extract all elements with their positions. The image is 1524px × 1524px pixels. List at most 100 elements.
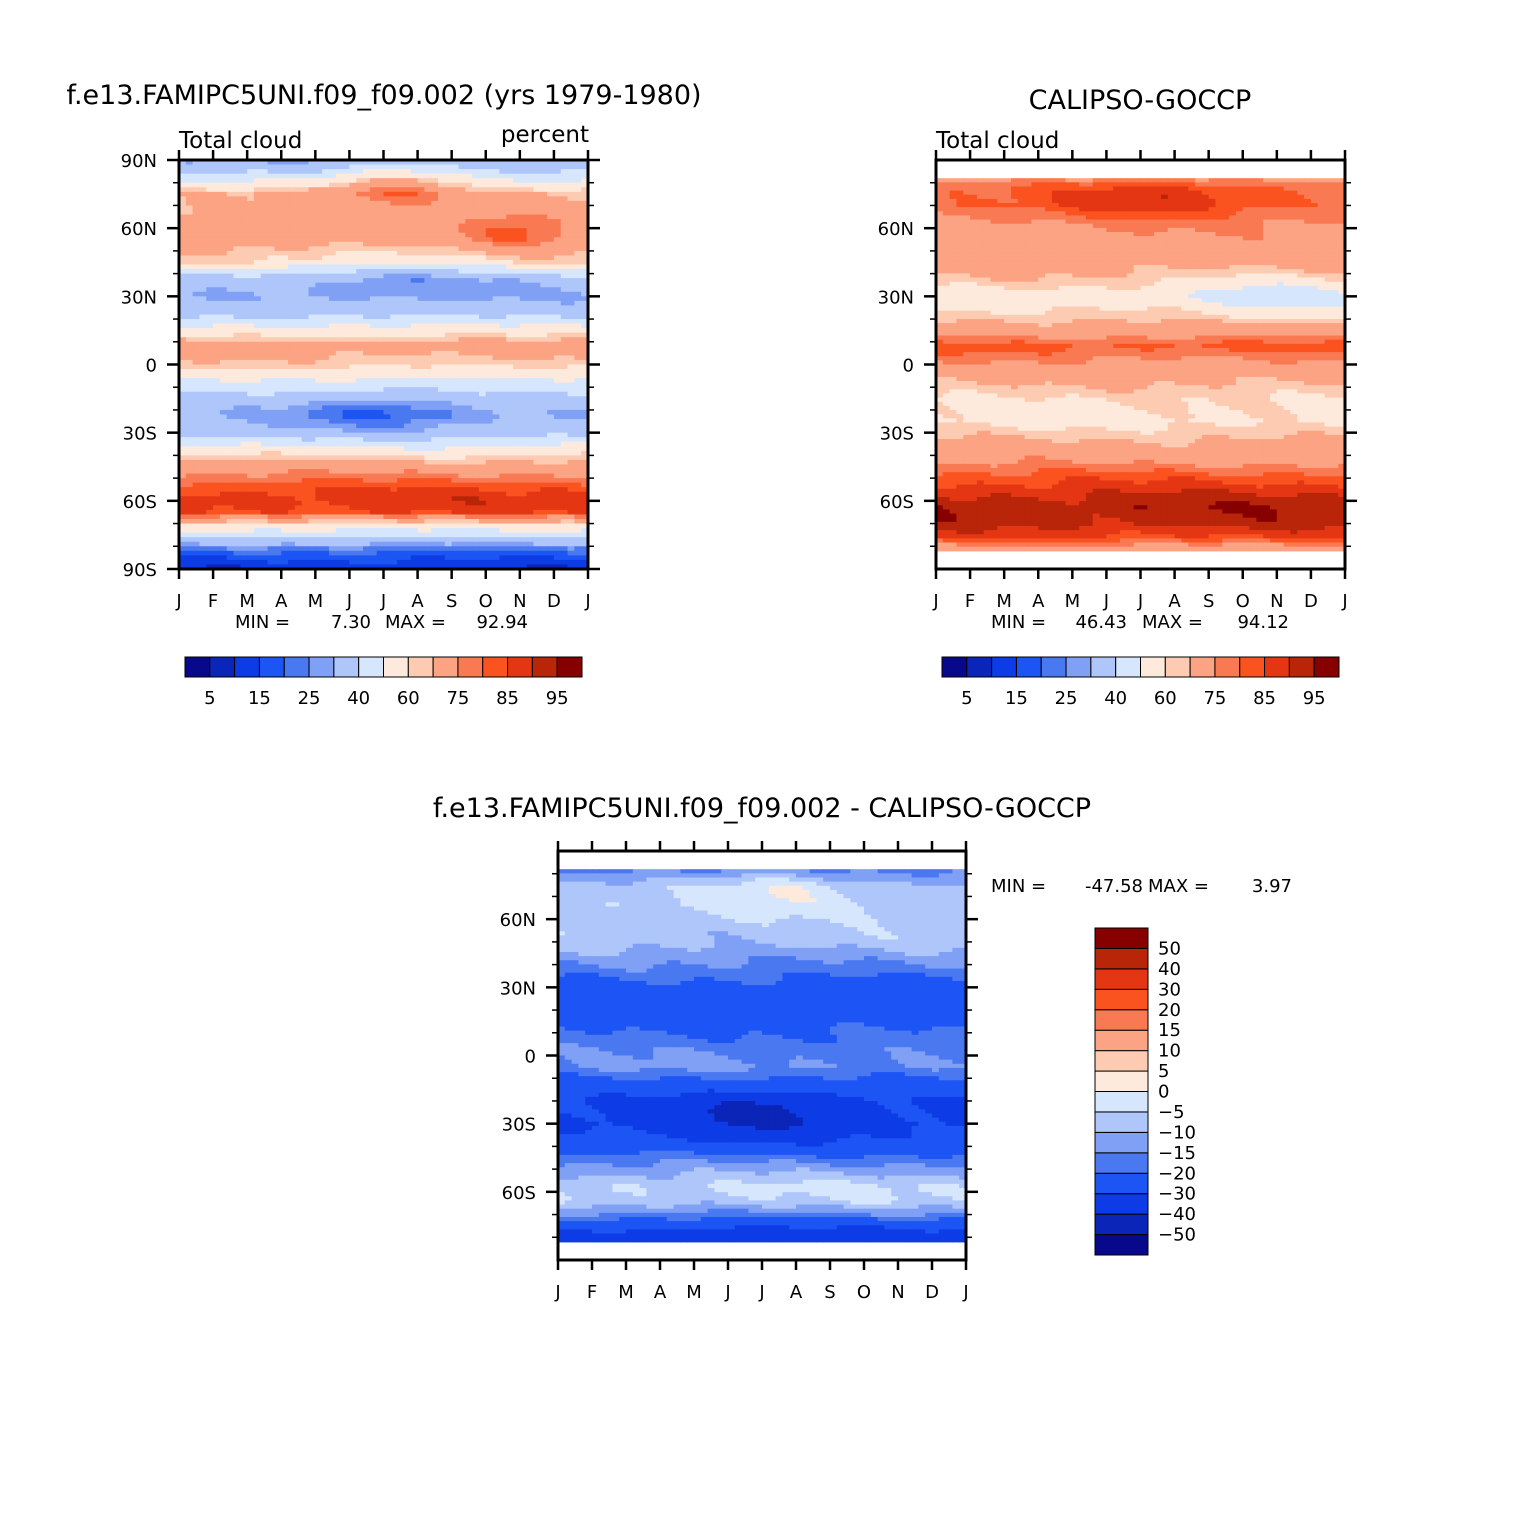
heatmap-cell [485, 319, 494, 325]
heatmap-cell [349, 164, 357, 170]
heatmap-cell [438, 400, 446, 406]
heatmap-cell [240, 387, 248, 393]
heatmap-cell [390, 496, 398, 502]
heatmap-cell [499, 355, 507, 361]
heatmap-cell [288, 459, 296, 466]
heatmap-cell [444, 373, 453, 379]
heatmap-cell [308, 428, 316, 434]
heatmap-cell [485, 346, 494, 352]
heatmap-cell [199, 487, 207, 493]
heatmap-cell [219, 241, 228, 247]
heatmap-cell [533, 300, 541, 307]
heatmap-cell [519, 373, 528, 379]
heatmap-cell [219, 228, 228, 234]
heatmap-cell [294, 291, 303, 297]
heatmap-cell [185, 341, 194, 347]
heatmap-cell [540, 478, 548, 484]
heatmap-cell [267, 355, 276, 361]
heatmap-cell [192, 400, 201, 406]
heatmap-cell [260, 505, 269, 511]
heatmap-cell [526, 305, 535, 311]
heatmap-cell [553, 482, 562, 488]
heatmap-cell [342, 400, 351, 406]
heatmap-cell [226, 300, 235, 307]
heatmap-cell [438, 341, 446, 347]
heatmap-cell [233, 532, 241, 538]
heatmap-cell [199, 278, 207, 284]
heatmap-cell [478, 400, 487, 406]
heatmap-cell [213, 246, 221, 252]
heatmap-cell [376, 323, 385, 329]
heatmap-cell [363, 423, 371, 429]
heatmap-cell [526, 255, 535, 261]
heatmap-cell [553, 450, 562, 456]
heatmap-cell [253, 309, 262, 316]
heatmap-cell [438, 287, 446, 293]
heatmap-cell [540, 332, 548, 338]
heatmap-cell [356, 328, 364, 334]
heatmap-cell [363, 414, 371, 420]
heatmap-cell [233, 350, 241, 357]
heatmap-cell [485, 182, 494, 188]
heatmap-cell [199, 291, 207, 297]
heatmap-cell [253, 396, 262, 402]
heatmap-cell [574, 296, 582, 302]
heatmap-cell [294, 405, 303, 411]
heatmap-cell [444, 378, 453, 384]
heatmap-cell [363, 337, 371, 343]
heatmap-cell [192, 350, 201, 357]
heatmap-cell [533, 414, 541, 420]
heatmap-cell [226, 246, 235, 252]
heatmap-cell [485, 173, 494, 179]
heatmap-cell [533, 323, 541, 329]
heatmap-cell [390, 178, 398, 184]
heatmap-cell [328, 459, 337, 466]
heatmap-cell [219, 282, 228, 288]
heatmap-cell [260, 391, 269, 397]
heatmap-cell [206, 382, 214, 388]
heatmap-cell [417, 455, 425, 461]
heatmap-cell [281, 482, 289, 488]
heatmap-cell [547, 432, 555, 438]
heatmap-cell [199, 464, 207, 470]
heatmap-cell [294, 323, 303, 329]
heatmap-cell [288, 246, 296, 252]
heatmap-cell [519, 364, 528, 370]
heatmap-cell [424, 528, 432, 534]
heatmap-cell [349, 369, 357, 375]
heatmap-cell [288, 300, 296, 307]
heatmap-cell [438, 514, 446, 520]
heatmap-cell [417, 446, 425, 452]
heatmap-cell [267, 173, 276, 179]
heatmap-cell [574, 382, 582, 388]
heatmap-cell [403, 373, 412, 379]
heatmap-cell [506, 250, 514, 257]
heatmap-cell [506, 382, 514, 388]
heatmap-cell [519, 160, 528, 166]
heatmap-cell [213, 250, 221, 257]
heatmap-cell [363, 400, 371, 406]
heatmap-cell [281, 428, 289, 434]
heatmap-cell [397, 200, 405, 207]
heatmap-cell [458, 250, 466, 257]
heatmap-cell [301, 182, 310, 188]
heatmap-cell [553, 364, 562, 370]
heatmap-cell [281, 246, 289, 252]
heatmap-cell [240, 309, 248, 316]
heatmap-cell [192, 409, 201, 416]
heatmap-cell [553, 314, 562, 320]
heatmap-cell [267, 300, 276, 307]
heatmap-cell [513, 169, 521, 175]
heatmap-cell [315, 455, 323, 461]
heatmap-cell [519, 219, 528, 225]
heatmap-cell [376, 278, 385, 284]
heatmap-cell [513, 214, 521, 220]
heatmap-cell [519, 314, 528, 320]
heatmap-cell [301, 355, 310, 361]
heatmap-cell [301, 400, 310, 406]
heatmap-cell [308, 355, 316, 361]
heatmap-cell [226, 500, 235, 506]
heatmap-cell [335, 487, 344, 493]
heatmap-cell [294, 469, 303, 475]
heatmap-cell [274, 223, 282, 229]
